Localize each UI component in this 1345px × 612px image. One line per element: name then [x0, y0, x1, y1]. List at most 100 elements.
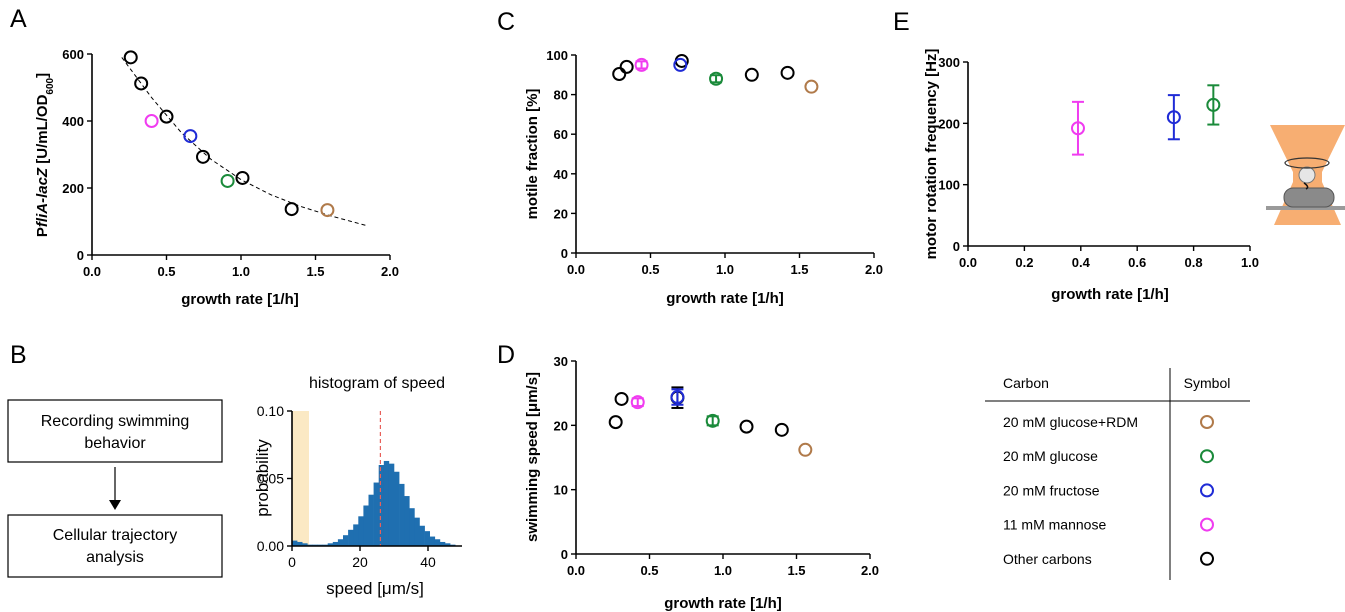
- error-bar: [710, 74, 723, 84]
- panel-label: D: [497, 341, 515, 369]
- bar: [297, 541, 303, 546]
- y-tick-label: 0: [561, 547, 568, 562]
- y-axis-label: motor rotation frequency [Hz]: [923, 49, 940, 260]
- bar: [404, 496, 410, 546]
- x-tick-label: 0.6: [1128, 255, 1146, 270]
- y-tick-label: 80: [554, 88, 568, 103]
- bar: [429, 536, 436, 546]
- bar: [327, 543, 334, 546]
- table-header: Symbol: [1184, 375, 1231, 391]
- y-tick-label: 10: [554, 483, 568, 498]
- x-tick-label: 40: [420, 554, 436, 570]
- bar: [424, 531, 430, 546]
- table-cell: Other carbons: [1003, 551, 1092, 567]
- bar: [434, 539, 441, 546]
- y-tick-label: 0: [561, 246, 568, 261]
- cell: [1283, 187, 1335, 208]
- x-tick-label: 1.0: [716, 262, 734, 277]
- point: [220, 173, 235, 188]
- x-tick-label: 1.5: [306, 264, 324, 279]
- error-bar: [1167, 94, 1180, 141]
- y-axis-label: probability: [253, 439, 272, 517]
- y-tick-label: 20: [554, 418, 568, 433]
- x-tick-label: 0.5: [640, 563, 658, 578]
- symbol: [1200, 517, 1214, 532]
- highlight: [292, 411, 309, 546]
- y-axis-label: swimming speed [μm/s]: [524, 372, 541, 542]
- error-bar: [1207, 84, 1220, 126]
- flow-text: Recording swimming: [41, 413, 190, 430]
- x-tick-label: 2.0: [861, 563, 879, 578]
- x-tick-label: 1.0: [232, 264, 250, 279]
- bar: [368, 494, 374, 546]
- x-tick-label: 1.5: [790, 262, 808, 277]
- x-tick-label: 0.4: [1072, 255, 1091, 270]
- table-cell: 11 mM mannose: [1003, 517, 1106, 533]
- error-bar: [635, 60, 648, 70]
- panel-label: A: [10, 5, 27, 33]
- bar: [363, 505, 369, 546]
- point: [320, 203, 335, 218]
- x-tick-label: 2.0: [381, 264, 399, 279]
- y-tick-label: 0: [953, 239, 960, 254]
- flow-text: behavior: [84, 435, 146, 452]
- x-axis-label: speed [μm/s]: [326, 579, 424, 598]
- x-tick-label: 0.5: [641, 262, 659, 277]
- point: [619, 59, 634, 74]
- bar: [394, 471, 400, 546]
- x-tick-label: 0.5: [157, 264, 175, 279]
- panel-label: B: [10, 341, 27, 369]
- point: [1070, 121, 1085, 136]
- symbol: [1200, 551, 1214, 566]
- error-bar: [631, 397, 644, 408]
- bar: [302, 543, 308, 546]
- point: [123, 50, 138, 65]
- bar: [373, 482, 379, 546]
- bar: [419, 525, 425, 546]
- y-tick-label: 0: [77, 248, 84, 263]
- y-tick-label: 0.00: [257, 538, 284, 554]
- y-tick-label: 300: [938, 55, 960, 70]
- y-tick-label: 200: [62, 181, 84, 196]
- surface: [1266, 206, 1345, 210]
- y-tick-label: 60: [554, 127, 568, 142]
- bar: [388, 463, 395, 546]
- x-axis-label: growth rate [1/h]: [1051, 286, 1169, 303]
- trap-inset: [1266, 125, 1345, 225]
- bar: [445, 543, 451, 546]
- table-cell: 20 mM fructose: [1003, 482, 1100, 498]
- bar: [414, 517, 420, 546]
- point: [774, 422, 789, 437]
- table-header: Carbon: [1003, 375, 1049, 391]
- x-tick-label: 0.0: [567, 262, 585, 277]
- y-axis-label-part: 600: [45, 77, 56, 94]
- x-tick-label: 2.0: [865, 262, 883, 277]
- point: [608, 415, 623, 430]
- point: [630, 395, 645, 410]
- bead: [1298, 166, 1316, 184]
- flow-box: [7, 514, 223, 578]
- rotation-ring: [1284, 157, 1330, 169]
- x-tick-label: 1.5: [787, 563, 805, 578]
- x-axis-label: growth rate [1/h]: [664, 595, 782, 612]
- y-axis-label: PfliA-lacZ [U/mL/OD600]: [34, 73, 56, 237]
- bar: [399, 483, 405, 546]
- y-axis-label-part: P: [34, 227, 51, 237]
- point: [780, 65, 795, 80]
- bar: [358, 516, 364, 546]
- bar: [337, 539, 344, 546]
- x-tick-label: 1.0: [1241, 255, 1259, 270]
- bar: [439, 541, 446, 546]
- y-axis-label: motile fraction [%]: [524, 89, 541, 220]
- point: [612, 67, 627, 82]
- point: [284, 202, 299, 217]
- panel-label: E: [893, 8, 910, 36]
- flow-text: analysis: [86, 549, 144, 566]
- point: [670, 390, 685, 405]
- table-cell: 20 mM glucose: [1003, 448, 1098, 464]
- point: [673, 57, 688, 72]
- symbol: [1200, 449, 1214, 464]
- y-tick-label: 600: [62, 47, 84, 62]
